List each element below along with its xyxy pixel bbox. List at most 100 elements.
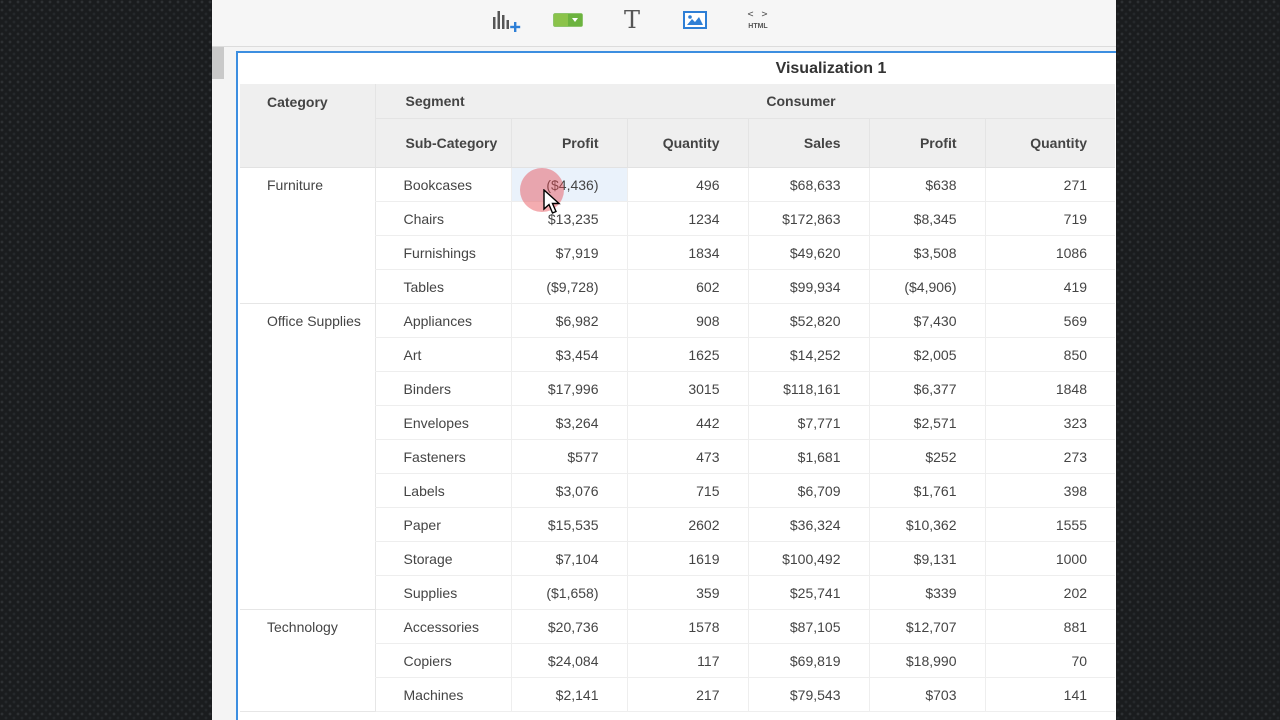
value-cell[interactable]: 1619 xyxy=(626,541,748,576)
value-cell[interactable]: $1,681 xyxy=(747,439,869,474)
value-cell[interactable]: $15,535 xyxy=(510,507,627,542)
add-chart-button[interactable] xyxy=(488,6,524,34)
value-cell[interactable]: 419 xyxy=(984,269,1116,304)
value-cell[interactable]: 271 xyxy=(984,167,1116,202)
subcategory-cell[interactable]: Binders xyxy=(374,371,511,406)
measure-header-1[interactable]: Quantity xyxy=(626,118,748,168)
consumer-segment-header[interactable]: Consumer xyxy=(511,84,1116,119)
value-cell[interactable]: $2,005 xyxy=(868,337,985,372)
value-cell[interactable]: $3,076 xyxy=(510,473,627,508)
value-cell[interactable]: $25,741 xyxy=(747,575,869,610)
subcategory-cell[interactable]: Furnishings xyxy=(374,235,511,270)
add-input-control-button[interactable] xyxy=(550,6,586,34)
subcategory-cell[interactable]: Envelopes xyxy=(374,405,511,440)
value-cell[interactable]: $577 xyxy=(510,439,627,474)
subcategory-cell[interactable]: Appliances xyxy=(374,303,511,338)
add-html-button[interactable]: < > HTML xyxy=(740,6,776,34)
value-cell[interactable]: $68,633 xyxy=(747,167,869,202)
value-cell[interactable]: $99,934 xyxy=(747,269,869,304)
value-cell[interactable]: $20,736 xyxy=(510,609,627,644)
value-cell[interactable]: 1086 xyxy=(984,235,1116,270)
value-cell[interactable]: $17,996 xyxy=(510,371,627,406)
value-cell[interactable]: 273 xyxy=(984,439,1116,474)
value-cell[interactable]: ($1,658) xyxy=(510,575,627,610)
value-cell[interactable]: $69,819 xyxy=(747,643,869,678)
measure-header-3[interactable]: Profit xyxy=(868,118,985,168)
value-cell[interactable]: 359 xyxy=(626,575,748,610)
value-cell[interactable]: ($4,906) xyxy=(868,269,985,304)
value-cell[interactable]: $49,620 xyxy=(747,235,869,270)
subcategory-cell[interactable]: Supplies xyxy=(374,575,511,610)
value-cell[interactable]: 1834 xyxy=(626,235,748,270)
value-cell[interactable]: 850 xyxy=(984,337,1116,372)
value-cell[interactable]: $2,571 xyxy=(868,405,985,440)
value-cell[interactable]: $252 xyxy=(868,439,985,474)
value-cell[interactable]: $2,141 xyxy=(510,677,627,712)
value-cell[interactable]: $18,990 xyxy=(868,643,985,678)
category-cell[interactable]: Technology xyxy=(240,609,375,712)
value-cell[interactable]: 217 xyxy=(626,677,748,712)
value-cell[interactable]: $118,161 xyxy=(747,371,869,406)
subcategory-cell[interactable]: Labels xyxy=(374,473,511,508)
value-cell[interactable]: $24,084 xyxy=(510,643,627,678)
value-cell[interactable]: 202 xyxy=(984,575,1116,610)
subcategory-cell[interactable]: Art xyxy=(374,337,511,372)
value-cell[interactable]: $9,131 xyxy=(868,541,985,576)
value-cell[interactable]: $7,771 xyxy=(747,405,869,440)
value-cell[interactable]: $339 xyxy=(868,575,985,610)
value-cell[interactable]: 1555 xyxy=(984,507,1116,542)
add-text-button[interactable]: T xyxy=(614,6,650,34)
value-cell[interactable]: 715 xyxy=(626,473,748,508)
category-cell[interactable]: Office Supplies xyxy=(240,303,375,610)
value-cell[interactable]: $7,919 xyxy=(510,235,627,270)
value-cell[interactable]: $14,252 xyxy=(747,337,869,372)
value-cell[interactable]: $7,104 xyxy=(510,541,627,576)
subcategory-cell[interactable]: Bookcases xyxy=(374,167,511,202)
value-cell[interactable]: 2602 xyxy=(626,507,748,542)
segment-header[interactable]: Segment xyxy=(374,84,511,119)
value-cell[interactable]: $3,508 xyxy=(868,235,985,270)
value-cell[interactable]: $13,235 xyxy=(510,201,627,236)
value-cell[interactable]: $100,492 xyxy=(747,541,869,576)
subcategory-cell[interactable]: Accessories xyxy=(374,609,511,644)
value-cell[interactable]: $638 xyxy=(868,167,985,202)
value-cell[interactable]: $3,264 xyxy=(510,405,627,440)
value-cell[interactable]: $1,761 xyxy=(868,473,985,508)
value-cell[interactable]: $6,982 xyxy=(510,303,627,338)
value-cell[interactable]: 602 xyxy=(626,269,748,304)
value-cell[interactable]: $36,324 xyxy=(747,507,869,542)
measure-header-2[interactable]: Sales xyxy=(747,118,869,168)
measure-header-0[interactable]: Profit xyxy=(510,118,627,168)
value-cell[interactable]: $172,863 xyxy=(747,201,869,236)
value-cell[interactable]: 3015 xyxy=(626,371,748,406)
panel-collapse-handle[interactable] xyxy=(212,47,224,79)
value-cell[interactable]: ($4,436) xyxy=(510,167,627,202)
value-cell[interactable]: $8,345 xyxy=(868,201,985,236)
add-image-button[interactable] xyxy=(677,6,713,34)
value-cell[interactable]: 398 xyxy=(984,473,1116,508)
measure-header-4[interactable]: Quantity xyxy=(984,118,1116,168)
value-cell[interactable]: 1625 xyxy=(626,337,748,372)
subcategory-cell[interactable]: Fasteners xyxy=(374,439,511,474)
value-cell[interactable]: ($9,728) xyxy=(510,269,627,304)
value-cell[interactable]: 141 xyxy=(984,677,1116,712)
value-cell[interactable]: 473 xyxy=(626,439,748,474)
visualization-container[interactable]: Visualization 1 Category Segment Consume… xyxy=(236,51,1116,720)
value-cell[interactable]: 1578 xyxy=(626,609,748,644)
value-cell[interactable]: 323 xyxy=(984,405,1116,440)
subcategory-cell[interactable]: Tables xyxy=(374,269,511,304)
subcategory-cell[interactable]: Storage xyxy=(374,541,511,576)
value-cell[interactable]: $52,820 xyxy=(747,303,869,338)
value-cell[interactable]: $7,430 xyxy=(868,303,985,338)
category-cell[interactable]: Furniture xyxy=(240,167,375,304)
value-cell[interactable]: 881 xyxy=(984,609,1116,644)
value-cell[interactable]: 442 xyxy=(626,405,748,440)
subcategory-cell[interactable]: Machines xyxy=(374,677,511,712)
value-cell[interactable]: 117 xyxy=(626,643,748,678)
value-cell[interactable]: $6,709 xyxy=(747,473,869,508)
subcategory-header[interactable]: Sub-Category xyxy=(374,118,511,168)
value-cell[interactable]: 908 xyxy=(626,303,748,338)
subcategory-cell[interactable]: Chairs xyxy=(374,201,511,236)
value-cell[interactable]: $6,377 xyxy=(868,371,985,406)
value-cell[interactable]: $10,362 xyxy=(868,507,985,542)
